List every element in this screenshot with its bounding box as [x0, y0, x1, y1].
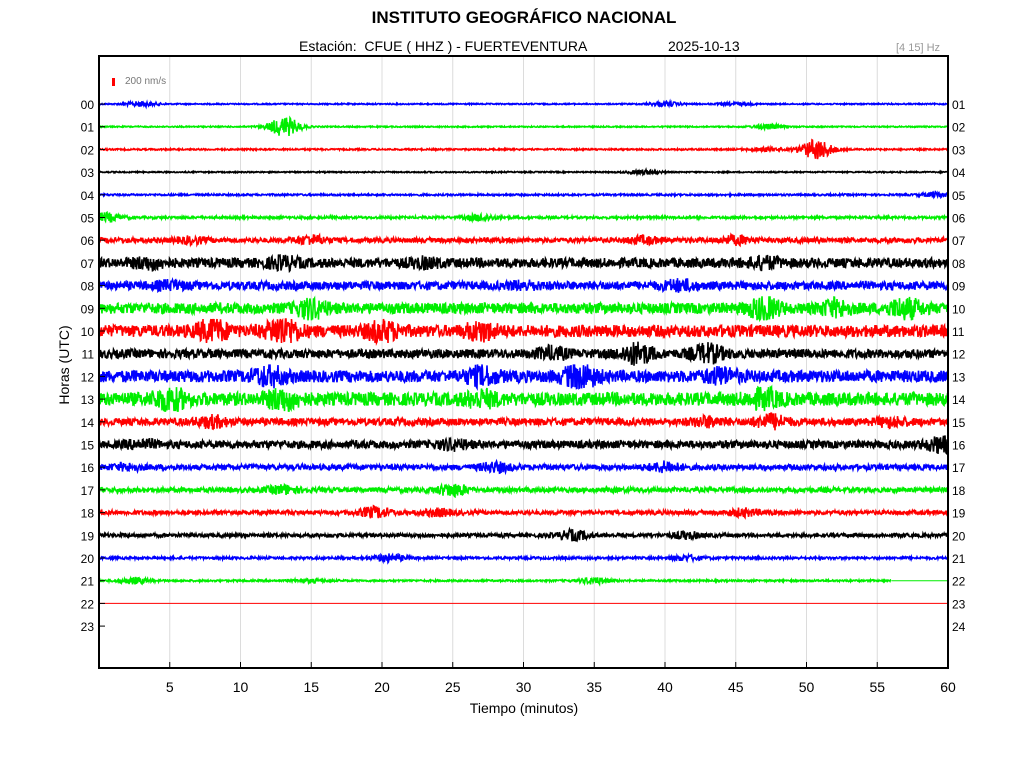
date-label: 2025-10-13: [668, 38, 740, 54]
x-tick-label: 50: [799, 679, 815, 695]
trace-hour-05: [98, 210, 949, 224]
frequency-band-label: [4 15] Hz: [896, 42, 941, 54]
y-tick-label-left: 04: [81, 189, 95, 203]
y-axis-ticks: 00 01 02 03 04 05 06 07 08 09 10 11 12 13 14 15 16 17 18 19…: [81, 98, 966, 634]
y-tick-label-right: 22: [952, 575, 966, 589]
y-tick-label-right: 07: [952, 234, 966, 248]
x-tick-label: 10: [233, 679, 249, 695]
trace-hour-00: [98, 98, 949, 110]
seismic-traces: [98, 98, 949, 604]
trace-hour-19: [98, 526, 949, 543]
y-tick-label-right: 01: [952, 98, 966, 112]
y-tick-label-right: 03: [952, 143, 966, 157]
y-tick-label-left: 17: [81, 484, 95, 498]
trace-hour-15: [98, 435, 949, 456]
y-tick-label-right: 11: [952, 325, 965, 339]
y-tick-label-left: 18: [81, 507, 95, 521]
trace-hour-08: [98, 276, 949, 294]
y-tick-label-right: 18: [952, 484, 966, 498]
y-tick-label-left: 16: [81, 461, 95, 475]
x-tick-label: 5: [166, 679, 174, 695]
y-tick-label-left: 00: [81, 98, 95, 112]
y-tick-label-left: 15: [81, 439, 95, 453]
y-tick-label-left: 11: [82, 348, 95, 362]
trace-hour-02: [98, 138, 949, 160]
y-tick-label-left: 23: [81, 620, 95, 634]
y-tick-label-right: 13: [952, 370, 966, 384]
x-tick-label: 45: [728, 679, 744, 695]
trace-hour-20: [98, 552, 949, 565]
y-tick-label-right: 05: [952, 189, 966, 203]
trace-hour-11: [98, 341, 949, 366]
trace-hour-17: [98, 482, 949, 499]
y-tick-label-left: 05: [81, 212, 95, 226]
trace-hour-10: [98, 317, 949, 347]
y-tick-label-left: 20: [81, 552, 95, 566]
y-tick-label-right: 09: [952, 280, 966, 294]
trace-hour-13: [98, 384, 949, 413]
y-tick-label-left: 01: [81, 121, 95, 135]
x-tick-label: 15: [303, 679, 319, 695]
y-tick-label-right: 14: [952, 393, 966, 407]
y-tick-label-right: 06: [952, 212, 966, 226]
x-tick-label: 60: [940, 679, 956, 695]
y-tick-label-right: 02: [952, 121, 966, 135]
y-tick-label-right: 04: [952, 166, 966, 180]
trace-hour-21: [98, 575, 892, 587]
y-tick-label-left: 08: [81, 280, 95, 294]
trace-hour-12: [98, 364, 949, 391]
y-tick-label-right: 10: [952, 302, 966, 316]
trace-hour-01: [98, 115, 949, 137]
trace-hour-04: [98, 190, 949, 200]
amplitude-scale-label: 200 nm/s: [125, 76, 167, 87]
y-tick-label-left: 19: [81, 529, 95, 543]
y-tick-label-right: 12: [952, 348, 966, 362]
x-tick-label: 55: [869, 679, 885, 695]
trace-hour-09: [98, 295, 949, 323]
amplitude-scale-bar: [112, 78, 115, 86]
y-tick-label-left: 12: [81, 370, 95, 384]
trace-hour-16: [98, 458, 949, 476]
y-tick-label-left: 09: [81, 302, 95, 316]
x-tick-label: 30: [516, 679, 532, 695]
y-tick-label-right: 17: [952, 461, 966, 475]
y-axis-label: Horas (UTC): [56, 325, 72, 405]
y-tick-label-right: 19: [952, 507, 966, 521]
x-tick-label: 35: [586, 679, 602, 695]
y-tick-label-left: 10: [81, 325, 95, 339]
grid-lines: [169, 56, 878, 668]
y-tick-label-right: 08: [952, 257, 966, 271]
x-tick-label: 25: [445, 679, 461, 695]
y-tick-label-left: 03: [81, 166, 95, 180]
chart-title: INSTITUTO GEOGRÁFICO NACIONAL: [371, 8, 677, 27]
y-tick-label-left: 22: [81, 597, 95, 611]
y-tick-label-right: 21: [952, 552, 966, 566]
y-tick-label-right: 15: [952, 416, 966, 430]
y-tick-label-left: 02: [81, 143, 95, 157]
x-tick-label: 40: [657, 679, 673, 695]
y-tick-label-right: 20: [952, 529, 966, 543]
y-tick-label-left: 06: [81, 234, 95, 248]
trace-hour-07: [98, 253, 949, 274]
y-tick-label-right: 23: [952, 597, 966, 611]
x-tick-label: 20: [374, 679, 390, 695]
y-tick-label-left: 07: [81, 257, 95, 271]
x-axis-ticks: 5 10 15 20 25 30 35 40 45 50 55 60: [166, 662, 956, 695]
y-tick-label-right: 24: [952, 620, 966, 634]
y-tick-label-left: 13: [81, 393, 95, 407]
trace-hour-03: [98, 166, 949, 177]
trace-hour-14: [98, 412, 949, 431]
trace-hour-06: [98, 232, 949, 248]
station-label: Estación: CFUE ( HHZ ) - FUERTEVENTURA: [299, 38, 588, 54]
y-tick-label-right: 16: [952, 439, 966, 453]
y-tick-label-left: 21: [81, 575, 95, 589]
x-axis-label: Tiempo (minutos): [469, 700, 579, 716]
y-tick-label-left: 14: [81, 416, 95, 430]
trace-hour-18: [98, 504, 949, 520]
